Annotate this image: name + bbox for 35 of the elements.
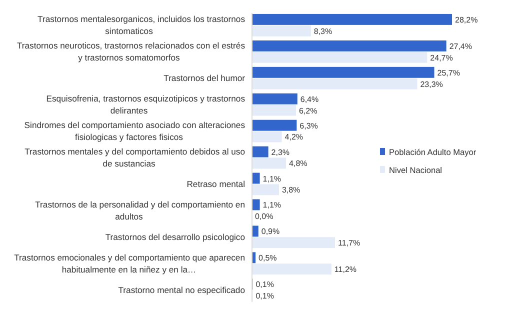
- data-label: 6,4%: [300, 94, 319, 104]
- data-label: 6,2%: [298, 106, 318, 116]
- data-label: 23,3%: [420, 80, 443, 89]
- y-tick-label: Trastornos mentalesorganicos, incluidos los trastornos sintomaticos: [38, 14, 245, 36]
- data-label: 6,3%: [300, 121, 318, 130]
- data-label: 0,1%: [256, 280, 274, 290]
- y-tick-label: Sindromes del comportamiento asociado con alteraciones fisiologicas y factores fisicos: [24, 120, 245, 142]
- legend-label: Población Adulto Mayor: [389, 147, 476, 157]
- data-label: 28,2%: [455, 15, 478, 24]
- data-label: 4,2%: [284, 132, 304, 142]
- y-tick-label: Trastornos del desarrollo psicologico: [105, 232, 246, 242]
- data-label: 24,7%: [430, 53, 453, 62]
- data-label: 0,5%: [258, 254, 277, 263]
- y-tick-label: Trastornos neuroticos, trastornos relacionados con el estrés y trastornos somatomorfos: [16, 40, 245, 63]
- data-label: 8,3%: [314, 26, 332, 36]
- data-label: 11,7%: [338, 238, 360, 248]
- y-tick-label: Retraso mental: [186, 178, 246, 189]
- data-label: 0,0%: [255, 212, 274, 222]
- data-label: 3,8%: [282, 186, 300, 195]
- data-label: 2,3%: [271, 148, 290, 157]
- y-tick-label: Trastornos del humor: [164, 73, 246, 84]
- y-tick-label: Trastorno mental no especificado: [118, 284, 246, 295]
- data-label: 0,9%: [261, 227, 280, 236]
- data-label: 11,2%: [334, 265, 357, 274]
- y-tick-label: Trastornos mentales y del comportamiento debidos al uso de sustancias: [24, 146, 246, 168]
- data-label: 1,1%: [262, 174, 282, 184]
- data-label: 25,7%: [437, 68, 460, 78]
- data-label: 0,1%: [256, 292, 274, 301]
- data-label: 4,8%: [289, 159, 308, 168]
- legend-label: Nivel Nacional: [389, 165, 442, 175]
- y-tick-label: Esquisofrenia, trastornos esquizotipicos y trastornos delirantes: [46, 94, 245, 116]
- y-tick-label: Trastornos de la personalidad y del comportamiento en adultos: [35, 199, 246, 222]
- y-tick-label: Trastornos emocionales y del comportamiento que aparecen habitualmente en la niñez y en la…: [14, 252, 246, 274]
- data-label: 27,4%: [449, 42, 472, 51]
- data-label: 1,1%: [262, 200, 282, 210]
